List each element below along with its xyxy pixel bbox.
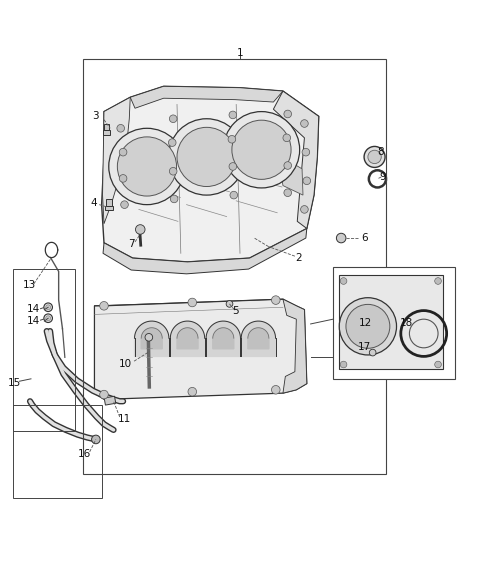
Circle shape: [44, 314, 52, 323]
Text: 12: 12: [359, 318, 372, 328]
Text: 1: 1: [237, 48, 243, 58]
Polygon shape: [283, 299, 307, 393]
Circle shape: [100, 390, 108, 399]
Circle shape: [119, 175, 127, 182]
Circle shape: [169, 167, 177, 175]
Bar: [107, 200, 112, 206]
Text: 10: 10: [119, 359, 132, 369]
Circle shape: [435, 361, 442, 368]
Circle shape: [229, 162, 237, 170]
Circle shape: [170, 195, 178, 203]
Circle shape: [284, 162, 291, 169]
Circle shape: [177, 128, 236, 187]
Circle shape: [119, 148, 127, 156]
Circle shape: [284, 189, 291, 197]
Text: 2: 2: [295, 253, 301, 263]
Bar: [103, 130, 110, 135]
Text: 9: 9: [380, 173, 386, 183]
Circle shape: [272, 296, 280, 305]
Circle shape: [92, 435, 100, 444]
Text: 6: 6: [362, 233, 368, 243]
Circle shape: [368, 150, 381, 164]
Circle shape: [145, 333, 153, 341]
Circle shape: [340, 361, 347, 368]
Text: 4: 4: [90, 198, 97, 208]
Circle shape: [223, 112, 300, 188]
Polygon shape: [339, 275, 443, 369]
Circle shape: [120, 201, 128, 209]
Polygon shape: [281, 157, 303, 195]
Circle shape: [100, 302, 108, 310]
Polygon shape: [141, 328, 162, 349]
Polygon shape: [103, 97, 130, 224]
Circle shape: [435, 278, 442, 284]
Polygon shape: [206, 321, 240, 356]
Text: 14: 14: [26, 303, 39, 314]
Circle shape: [232, 120, 291, 179]
Bar: [13, 405, 102, 498]
Bar: [106, 206, 113, 210]
Circle shape: [340, 278, 347, 284]
Circle shape: [188, 298, 197, 307]
Circle shape: [46, 305, 50, 310]
Text: 7: 7: [128, 239, 134, 249]
Text: 8: 8: [377, 147, 384, 157]
Text: 14: 14: [26, 316, 39, 325]
Bar: [333, 267, 455, 379]
Polygon shape: [274, 91, 319, 229]
Text: 5: 5: [232, 306, 239, 316]
Circle shape: [135, 225, 145, 234]
Polygon shape: [95, 299, 307, 400]
Circle shape: [229, 111, 237, 119]
Bar: [104, 124, 109, 130]
Circle shape: [369, 349, 376, 356]
Text: 17: 17: [358, 342, 371, 352]
Circle shape: [117, 137, 177, 196]
Circle shape: [272, 386, 280, 394]
Polygon shape: [248, 328, 269, 349]
Circle shape: [228, 135, 236, 143]
Text: 18: 18: [399, 318, 413, 328]
Circle shape: [109, 128, 185, 205]
Circle shape: [284, 110, 291, 118]
Text: 13: 13: [23, 280, 36, 290]
Bar: [83, 59, 385, 474]
Circle shape: [336, 233, 346, 243]
Circle shape: [300, 206, 308, 213]
Circle shape: [188, 387, 197, 396]
Circle shape: [365, 317, 372, 324]
Polygon shape: [130, 87, 283, 108]
Circle shape: [46, 316, 50, 320]
Circle shape: [303, 177, 311, 184]
Circle shape: [169, 115, 177, 123]
Circle shape: [168, 119, 245, 195]
Text: 11: 11: [118, 414, 131, 424]
Polygon shape: [134, 321, 169, 356]
Bar: [13, 269, 75, 431]
Circle shape: [339, 298, 396, 355]
Polygon shape: [102, 87, 319, 262]
Polygon shape: [177, 328, 198, 349]
Polygon shape: [170, 321, 204, 356]
Circle shape: [346, 305, 390, 348]
Polygon shape: [213, 328, 234, 349]
Circle shape: [226, 301, 233, 307]
Circle shape: [168, 139, 176, 147]
Circle shape: [302, 148, 310, 156]
Circle shape: [283, 134, 290, 142]
Polygon shape: [103, 229, 307, 274]
Text: 16: 16: [78, 449, 92, 459]
Circle shape: [44, 303, 52, 311]
Circle shape: [230, 191, 238, 199]
Circle shape: [364, 147, 385, 167]
Bar: [104, 396, 116, 405]
Polygon shape: [241, 321, 276, 356]
Text: 15: 15: [8, 378, 22, 388]
Text: 3: 3: [93, 111, 99, 121]
Circle shape: [300, 120, 308, 128]
Circle shape: [117, 124, 124, 132]
